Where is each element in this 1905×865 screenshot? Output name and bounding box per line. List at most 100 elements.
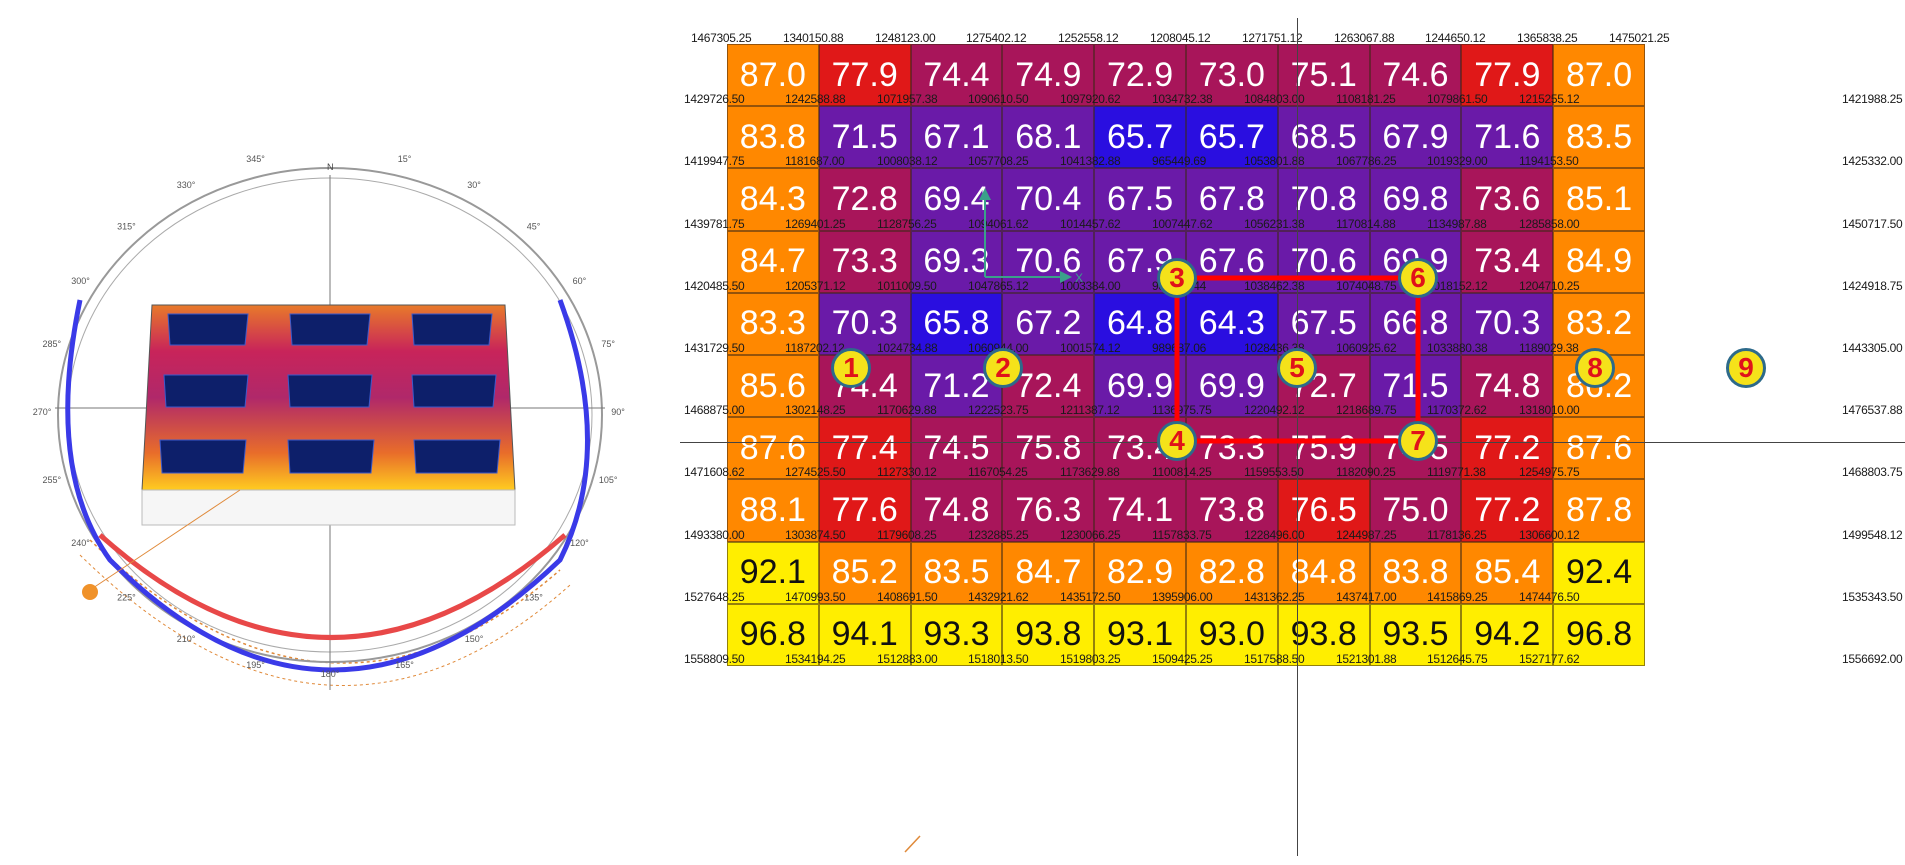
compass-angle-label: 330° (177, 180, 196, 190)
compass-angle-label: 300° (71, 276, 90, 286)
grid-cell: 71.5 (818, 106, 911, 169)
grid-cell: 93.8 (1277, 603, 1370, 666)
coordinate-label: 1230066.25 (1060, 528, 1121, 542)
coordinate-label: 1521301.88 (1336, 652, 1397, 666)
coordinate-label: 1011009.50 (877, 279, 937, 293)
grid-cell: 85.2 (818, 541, 911, 604)
coordinate-label: 1437417.00 (1336, 590, 1397, 604)
cell-value: 74.8 (923, 490, 990, 529)
coordinate-label: 1057708.25 (968, 154, 1029, 168)
coordinate-label: 1079861.50 (1427, 92, 1488, 106)
grid-cell: 93.0 (1186, 603, 1278, 666)
cell-value: 71.5 (831, 117, 898, 156)
grid-cell: 67.8 (1186, 168, 1278, 231)
coordinate-label: 1269401.25 (785, 217, 846, 231)
coordinate-label: 1128756.25 (877, 217, 937, 231)
coordinate-label: 1527648.25 (684, 590, 745, 604)
grid-cell: 65.7 (1186, 106, 1278, 169)
grid-cell: 93.3 (910, 603, 1003, 666)
coordinate-label: 965449.69 (1152, 154, 1207, 168)
compass-angle-label: 150° (465, 634, 484, 644)
coordinate-label: 1211387.12 (1060, 403, 1120, 417)
roof-base-grid (141, 489, 516, 526)
coordinate-label: 1007447.62 (1152, 217, 1213, 231)
cell-value: 72.9 (1106, 55, 1174, 94)
coordinate-label: 1493380.00 (684, 528, 745, 542)
grid-cell: 94.1 (818, 603, 911, 666)
grid-cell: 73.0 (1186, 44, 1278, 107)
grid-cell: 88.1 (727, 479, 819, 542)
point-marker[interactable]: 3 (1157, 258, 1197, 298)
coordinate-label: 1274525.50 (785, 465, 846, 479)
coordinate-label: 1450717.50 (1842, 217, 1903, 231)
sun-path-diagram: N 15° 30° 45° 60° 75° 90° 105° 120° 135° 150° 165°… (33, 154, 625, 690)
coordinate-label: 1271751.12 (1242, 31, 1303, 45)
solar-panels (159, 313, 501, 474)
coordinate-label: 1024734.88 (877, 341, 938, 355)
grid-cell: 73.4 (1461, 230, 1554, 293)
coordinate-label: 1215255.12 (1519, 92, 1580, 106)
point-marker[interactable]: 8 (1575, 348, 1615, 388)
grid-cell: 82.9 (1094, 541, 1186, 604)
cell-value: 92.4 (1565, 553, 1633, 592)
cell-value: 75.0 (1382, 490, 1449, 529)
coordinate-label: 1014457.62 (1060, 217, 1121, 231)
coordinate-label: 1170629.88 (877, 403, 937, 417)
cell-value: 84.3 (739, 179, 806, 218)
coordinate-label: 1119771.38 (1427, 465, 1486, 479)
coordinate-label: 1047865.12 (968, 279, 1029, 293)
grid-cell: 75.9 (1277, 417, 1370, 480)
cell-value: 82.9 (1106, 553, 1174, 592)
cell-value: 72.4 (1015, 366, 1082, 405)
grid-cell: 70.4 (1002, 168, 1095, 231)
point-marker[interactable]: 6 (1398, 258, 1438, 298)
coordinate-label: 1220492.12 (1244, 403, 1305, 417)
compass-angle-label: 75° (601, 339, 615, 349)
grid-cell: 67.5 (1094, 168, 1186, 231)
compass-angle-label: 285° (42, 339, 61, 349)
point-marker-label: 2 (995, 352, 1011, 383)
coordinate-label: 1499548.12 (1842, 528, 1903, 542)
cell-value: 93.5 (1382, 615, 1449, 654)
coordinate-label: 1439781.75 (684, 217, 745, 231)
point-marker[interactable]: 4 (1157, 421, 1197, 461)
cell-value: 84.9 (1565, 242, 1633, 281)
cell-value: 73.4 (1474, 242, 1541, 281)
grid-cell: 83.5 (910, 541, 1003, 604)
cell-value: 65.8 (923, 304, 990, 343)
point-marker-label: 8 (1587, 352, 1603, 383)
compass-angle-label: 240° (71, 538, 90, 548)
cell-value: 71.5 (1382, 366, 1449, 405)
cell-value: 83.8 (739, 117, 806, 156)
coordinate-label: 1108181.25 (1336, 92, 1396, 106)
cell-value: 74.4 (923, 55, 990, 94)
cell-value: 94.2 (1474, 615, 1541, 654)
sun-marker (82, 584, 98, 600)
point-marker[interactable]: 9 (1726, 348, 1766, 388)
coordinate-label: 1034732.38 (1152, 92, 1213, 106)
point-marker-label: 7 (1410, 425, 1426, 456)
coordinate-label: 1179608.25 (877, 528, 937, 542)
point-marker-label: 3 (1169, 262, 1185, 293)
point-marker[interactable]: 2 (983, 348, 1023, 388)
cell-value: 69.9 (1198, 366, 1265, 405)
point-marker[interactable]: 7 (1398, 421, 1438, 461)
grid-axis-vertical (1297, 18, 1298, 856)
point-marker-label: 4 (1169, 425, 1185, 456)
point-marker[interactable]: 1 (831, 348, 871, 388)
point-marker-label: 9 (1738, 352, 1754, 383)
irradiance-grid-panel: 87.0 77.9 74.4 74.9 72.9 73.0 75.1 74.6 77.9 87.0… (680, 0, 1905, 860)
cell-value: 67.8 (1198, 179, 1265, 218)
coordinate-label: 1208045.12 (1150, 31, 1211, 45)
coordinate-label: 1041382.88 (1060, 154, 1121, 168)
point-marker[interactable]: 5 (1277, 348, 1317, 388)
grid-overlay: X (904, 188, 1421, 853)
grid-cell: 76.5 (1277, 479, 1370, 542)
cell-value: 71.6 (1474, 117, 1541, 156)
cell-value: 77.4 (831, 428, 898, 467)
sun-orbit-dotted-2 (79, 554, 571, 686)
cell-value: 73.6 (1474, 179, 1541, 218)
grid-cell: 74.4 (910, 44, 1003, 107)
cell-value: 70.4 (1015, 179, 1082, 218)
cell-value: 72.8 (831, 179, 898, 218)
